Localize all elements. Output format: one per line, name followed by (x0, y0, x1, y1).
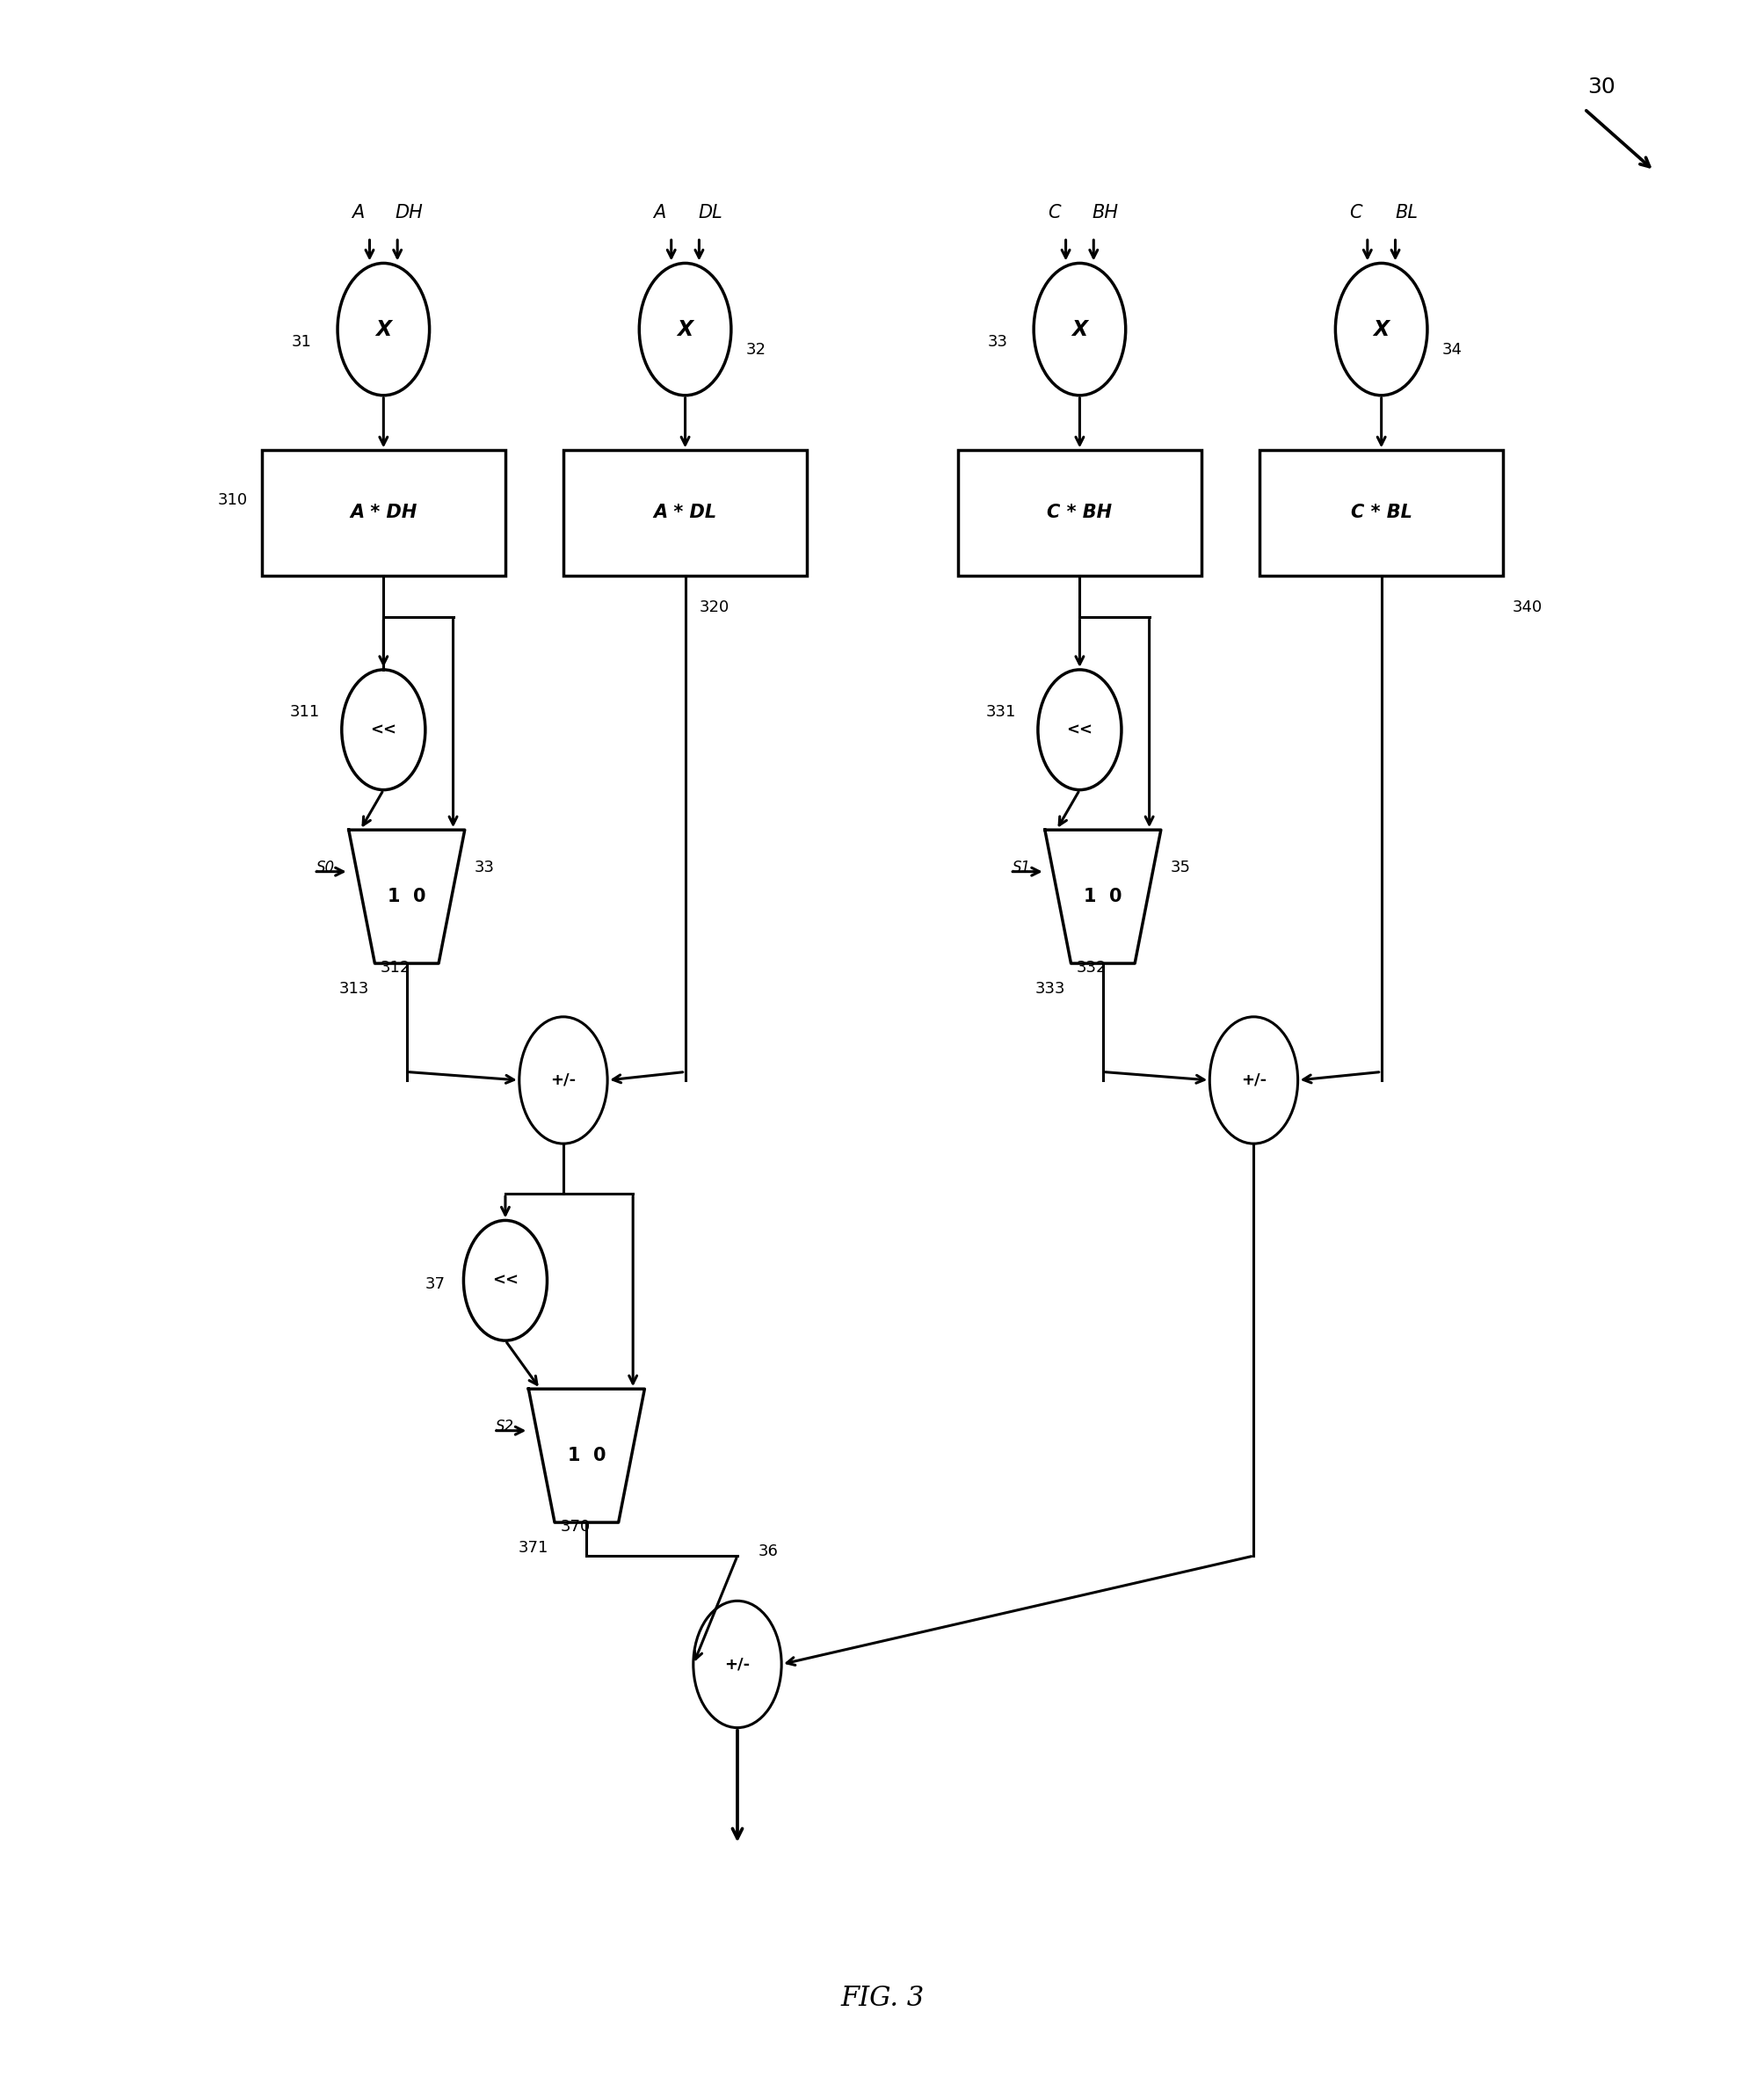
Text: 340: 340 (1512, 600, 1542, 615)
Text: +/-: +/- (1240, 1072, 1267, 1088)
Text: DH: DH (395, 204, 423, 222)
Text: C: C (1048, 204, 1060, 222)
Text: S0: S0 (316, 860, 335, 874)
Text: 370: 370 (561, 1518, 591, 1535)
Text: 333: 333 (1034, 980, 1065, 997)
Text: X: X (1071, 318, 1087, 341)
Text: 371: 371 (519, 1541, 549, 1556)
Text: <<: << (1065, 723, 1092, 737)
Text: 1  0: 1 0 (1083, 887, 1122, 906)
Text: C: C (1349, 204, 1362, 222)
Text: BH: BH (1092, 204, 1118, 222)
Text: DL: DL (699, 204, 723, 222)
Bar (958, 451, 1201, 575)
Text: <<: << (492, 1273, 519, 1288)
Text: +/-: +/- (550, 1072, 575, 1088)
Text: 36: 36 (759, 1543, 778, 1560)
Text: A: A (351, 204, 363, 222)
Text: 332: 332 (1076, 960, 1106, 976)
Text: C * BL: C * BL (1349, 505, 1411, 521)
Text: 1  0: 1 0 (568, 1448, 605, 1464)
Text: 312: 312 (381, 960, 411, 976)
Bar (563, 451, 806, 575)
Text: S2: S2 (496, 1419, 515, 1435)
Text: 33: 33 (475, 860, 494, 874)
Text: 32: 32 (744, 343, 766, 357)
Text: BL: BL (1395, 204, 1418, 222)
Text: X: X (677, 318, 693, 341)
Text: X: X (1372, 318, 1388, 341)
Text: 30: 30 (1588, 77, 1616, 98)
Text: 34: 34 (1441, 343, 1461, 357)
Bar (261, 451, 505, 575)
Text: 320: 320 (699, 600, 729, 615)
Text: FIG. 3: FIG. 3 (840, 1984, 924, 2013)
Text: A * DL: A * DL (653, 505, 716, 521)
Text: +/-: +/- (725, 1655, 750, 1672)
Text: 33: 33 (988, 334, 1007, 349)
Text: 31: 31 (291, 334, 312, 349)
Text: X: X (376, 318, 392, 341)
Text: A: A (653, 204, 665, 222)
Text: 313: 313 (339, 980, 369, 997)
Bar (1259, 451, 1503, 575)
Text: 311: 311 (289, 704, 319, 721)
Text: 35: 35 (1170, 860, 1191, 874)
Text: S1: S1 (1013, 860, 1030, 874)
Text: 37: 37 (425, 1277, 445, 1292)
Text: <<: << (370, 723, 397, 737)
Text: C * BH: C * BH (1046, 505, 1111, 521)
Text: A * DH: A * DH (349, 505, 416, 521)
Text: 1  0: 1 0 (388, 887, 425, 906)
Text: 331: 331 (984, 704, 1016, 721)
Text: 310: 310 (217, 492, 247, 509)
